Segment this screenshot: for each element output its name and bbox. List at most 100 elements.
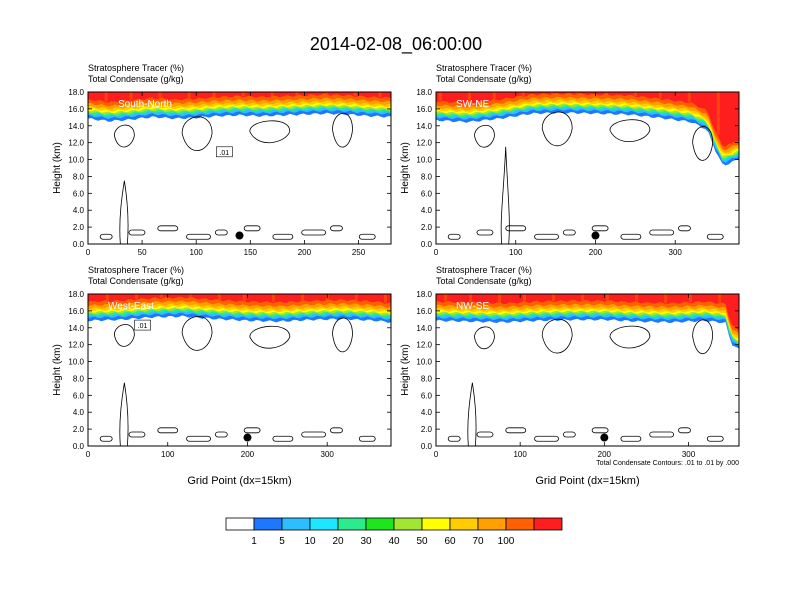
y-tick-label: 16.0 <box>416 105 432 114</box>
y-tick-label: 18.0 <box>68 88 84 97</box>
low-cloud-contour <box>99 233 113 240</box>
tracer-streak <box>575 92 579 95</box>
cloud-contour <box>332 317 353 353</box>
low-cloud-contour <box>505 225 527 232</box>
low-cloud-contour <box>272 435 294 442</box>
tracer-streak <box>188 294 192 298</box>
tracer-streak <box>283 92 287 97</box>
tracer-streak <box>605 294 609 301</box>
tracer-streak <box>259 294 263 302</box>
low-cloud-contour <box>186 435 211 442</box>
low-cloud-contour <box>476 229 494 236</box>
colorbar-swatch-2 <box>281 517 311 531</box>
y-tick-label: 14.0 <box>68 122 84 131</box>
colorbar-label: 20 <box>332 536 344 547</box>
tracer-band-9 <box>436 92 739 147</box>
low-cloud-contour <box>358 233 376 240</box>
x-tick-label: 300 <box>321 450 335 459</box>
y-tick-label: 10.0 <box>68 156 84 165</box>
y-tick-label: 12.0 <box>416 341 432 350</box>
contour-note: Total Condensate Contours: .01 to .01 by… <box>596 460 739 467</box>
low-cloud-contour <box>562 431 576 438</box>
tower-contour <box>500 146 510 244</box>
plot-area: .01 <box>88 92 391 244</box>
y-axis-label: Height (km) <box>400 344 411 396</box>
y-tick-label: 12.0 <box>68 139 84 148</box>
cloud-contour <box>249 325 291 349</box>
contour-label-box <box>134 319 151 331</box>
tower-contour <box>119 180 129 244</box>
y-tick-label: 0.0 <box>421 240 433 249</box>
tracer-streak <box>158 92 162 99</box>
colorbar-swatch-1 <box>253 517 283 531</box>
tracer-streak <box>301 294 305 302</box>
low-cloud-contour <box>649 431 675 438</box>
tracer-streak <box>635 294 639 303</box>
plot-frame <box>435 293 740 447</box>
panel-header-line2: Total Condensate (g/kg) <box>88 74 184 84</box>
low-cloud-contour <box>447 435 461 442</box>
low-cloud-contour <box>591 427 609 434</box>
tracer-streak <box>664 294 668 304</box>
tracer-streak <box>550 92 554 95</box>
y-tick-label: 10.0 <box>416 156 432 165</box>
tracer-streak <box>187 92 191 100</box>
tracer-band-9 <box>436 294 739 331</box>
tracer-streak <box>147 294 151 299</box>
tracer-streak <box>467 92 471 103</box>
colorbar-swatch-7 <box>421 517 451 531</box>
low-cloud-contour <box>649 229 675 236</box>
cloud-contour <box>181 316 213 351</box>
colorbar-label: 30 <box>360 536 372 547</box>
low-cloud-contour <box>157 225 179 232</box>
colorbar-label: 1 <box>251 536 257 547</box>
panel-header-line1: Stratosphere Tracer (%) <box>88 63 184 73</box>
tracer-streak <box>438 92 442 102</box>
tracer-streak <box>498 294 502 304</box>
y-tick-label: 6.0 <box>421 189 433 198</box>
tracer-streak <box>200 92 204 99</box>
cloud-contour <box>474 326 495 350</box>
tracer-streak <box>212 92 216 98</box>
tracer-streak <box>342 294 346 300</box>
y-tick-label: 10.0 <box>68 358 84 367</box>
panel-west-east: .01 West-East Stratosphere Tracer (%)Total… <box>52 265 392 487</box>
y-tick-label: 14.0 <box>68 324 84 333</box>
tracer-streak <box>521 92 525 97</box>
tower-contour <box>119 382 129 446</box>
tracer-streak <box>522 294 526 303</box>
low-cloud-contour <box>534 233 559 240</box>
low-cloud-contour <box>505 427 527 434</box>
y-tick-label: 14.0 <box>416 122 432 131</box>
cloud-contour <box>249 120 291 144</box>
tracer-streak <box>658 92 662 99</box>
y-tick-label: 6.0 <box>73 189 85 198</box>
tracer-streak <box>604 92 608 95</box>
low-cloud-contour <box>99 435 113 442</box>
tracer-streak <box>509 92 513 99</box>
y-tick-label: 16.0 <box>416 307 432 316</box>
y-tick-label: 8.0 <box>73 374 85 383</box>
tracer-streak <box>539 294 543 302</box>
contour-label: .01 <box>138 323 148 330</box>
tracer-streak <box>271 294 275 303</box>
cloud-contour <box>692 319 714 355</box>
colorbar-swatch-10 <box>505 517 535 531</box>
tracer-streak <box>295 92 299 96</box>
tracer-streak <box>353 92 357 96</box>
low-cloud-contour <box>620 435 642 442</box>
tracer-streak <box>105 294 109 302</box>
y-tick-label: 4.0 <box>421 206 433 215</box>
tracer-streak <box>254 92 258 97</box>
location-marker <box>243 433 252 442</box>
contour-label-box <box>216 146 233 158</box>
tracer-streak <box>242 294 246 302</box>
tracer-streak <box>592 92 596 95</box>
panel-header-line1: Stratosphere Tracer (%) <box>88 265 184 275</box>
low-cloud-contour <box>534 435 559 442</box>
x-tick-label: 250 <box>352 248 366 257</box>
plot-frame <box>435 91 740 245</box>
